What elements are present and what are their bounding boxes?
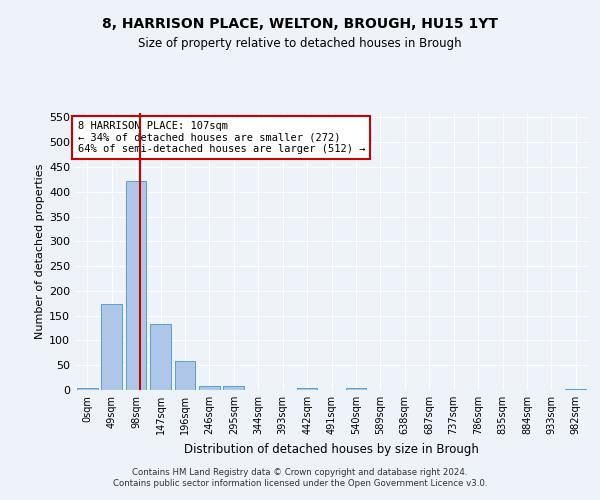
- Bar: [101, 304, 122, 390]
- Bar: [199, 386, 220, 390]
- Bar: [150, 324, 171, 390]
- X-axis label: Distribution of detached houses by size in Brough: Distribution of detached houses by size …: [184, 442, 479, 456]
- Bar: [223, 386, 244, 390]
- Text: Size of property relative to detached houses in Brough: Size of property relative to detached ho…: [138, 38, 462, 51]
- Bar: [296, 388, 317, 390]
- Text: 8, HARRISON PLACE, WELTON, BROUGH, HU15 1YT: 8, HARRISON PLACE, WELTON, BROUGH, HU15 …: [102, 18, 498, 32]
- Text: Contains HM Land Registry data © Crown copyright and database right 2024.
Contai: Contains HM Land Registry data © Crown c…: [113, 468, 487, 487]
- Bar: [346, 388, 367, 390]
- Text: 8 HARRISON PLACE: 107sqm
← 34% of detached houses are smaller (272)
64% of semi-: 8 HARRISON PLACE: 107sqm ← 34% of detach…: [77, 121, 365, 154]
- Bar: [77, 388, 98, 390]
- Bar: [565, 388, 586, 390]
- Bar: [175, 361, 196, 390]
- Bar: [125, 181, 146, 390]
- Y-axis label: Number of detached properties: Number of detached properties: [35, 164, 45, 339]
